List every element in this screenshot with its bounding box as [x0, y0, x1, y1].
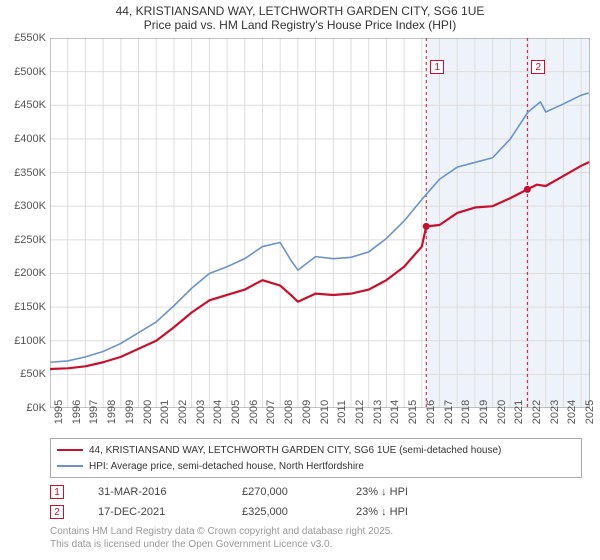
marker-table-row: 1 31-MAR-2016 £270,000 23% ↓ HPI [50, 482, 466, 502]
y-tick-label: £150K [2, 301, 46, 313]
marker-pct: 23% ↓ HPI [356, 486, 466, 498]
legend-box: 44, KRISTIANSAND WAY, LETCHWORTH GARDEN … [50, 438, 582, 478]
chart-area: £0K£50K£100K£150K£200K£250K£300K£350K£40… [50, 38, 590, 408]
footer-line1: Contains HM Land Registry data © Crown c… [50, 526, 393, 539]
y-tick-label: £450K [2, 99, 46, 111]
legend-label: 44, KRISTIANSAND WAY, LETCHWORTH GARDEN … [89, 445, 501, 456]
marker-table-row: 2 17-DEC-2021 £325,000 23% ↓ HPI [50, 502, 466, 522]
legend-row: 44, KRISTIANSAND WAY, LETCHWORTH GARDEN … [57, 442, 575, 458]
x-tick-label: 1995 [53, 400, 65, 424]
legend-label: HPI: Average price, semi-detached house,… [89, 461, 364, 472]
title-line1: 44, KRISTIANSAND WAY, LETCHWORTH GARDEN … [0, 4, 600, 18]
legend-swatch [57, 449, 83, 452]
x-tick-label: 2022 [531, 400, 543, 424]
x-tick-label: 2012 [354, 400, 366, 424]
x-tick-label: 2024 [566, 400, 578, 424]
x-tick-label: 2003 [195, 400, 207, 424]
marker-date: 31-MAR-2016 [98, 486, 218, 498]
x-tick-label: 2021 [513, 400, 525, 424]
marker-badge: 2 [50, 505, 64, 519]
chart-marker-badge: 1 [430, 60, 444, 74]
footer-line2: This data is licensed under the Open Gov… [50, 539, 393, 552]
x-tick-label: 2011 [336, 400, 348, 424]
x-tick-label: 2016 [425, 400, 437, 424]
x-tick-label: 2020 [496, 400, 508, 424]
y-tick-label: £200K [2, 267, 46, 279]
y-tick-label: £500K [2, 66, 46, 78]
y-tick-label: £350K [2, 167, 46, 179]
y-tick-label: £0K [2, 402, 46, 414]
chart-marker-badge: 2 [531, 60, 545, 74]
y-tick-label: £100K [2, 335, 46, 347]
x-tick-label: 2018 [460, 400, 472, 424]
x-tick-label: 1996 [71, 400, 83, 424]
x-tick-label: 2013 [372, 400, 384, 424]
x-tick-label: 2005 [230, 400, 242, 424]
x-tick-label: 2015 [407, 400, 419, 424]
y-tick-label: £50K [2, 368, 46, 380]
title-line2: Price paid vs. HM Land Registry's House … [0, 18, 600, 32]
marker-date: 17-DEC-2021 [98, 506, 218, 518]
marker-badge: 1 [50, 485, 64, 499]
marker-table: 1 31-MAR-2016 £270,000 23% ↓ HPI 2 17-DEC-202… [50, 482, 466, 522]
marker-pct: 23% ↓ HPI [356, 506, 466, 518]
title-block: 44, KRISTIANSAND WAY, LETCHWORTH GARDEN … [0, 0, 600, 34]
x-tick-label: 2017 [443, 400, 455, 424]
marker-price: £325,000 [242, 506, 332, 518]
x-tick-label: 2006 [248, 400, 260, 424]
x-tick-label: 2025 [584, 400, 596, 424]
marker-price: £270,000 [242, 486, 332, 498]
y-tick-label: £400K [2, 133, 46, 145]
plot-svg [50, 38, 590, 408]
legend-swatch [57, 465, 83, 467]
y-tick-label: £300K [2, 200, 46, 212]
x-tick-label: 2001 [159, 400, 171, 424]
x-tick-label: 1999 [124, 400, 136, 424]
x-tick-label: 2009 [301, 400, 313, 424]
y-tick-label: £550K [2, 32, 46, 44]
legend-row: HPI: Average price, semi-detached house,… [57, 458, 575, 474]
x-tick-label: 2004 [212, 400, 224, 424]
x-tick-label: 2023 [549, 400, 561, 424]
y-tick-label: £250K [2, 234, 46, 246]
x-tick-label: 2008 [283, 400, 295, 424]
footer-text: Contains HM Land Registry data © Crown c… [50, 526, 393, 551]
x-tick-label: 2010 [319, 400, 331, 424]
x-tick-label: 2002 [177, 400, 189, 424]
x-tick-label: 2007 [265, 400, 277, 424]
x-tick-label: 1997 [88, 400, 100, 424]
x-tick-label: 2000 [142, 400, 154, 424]
x-tick-label: 2019 [478, 400, 490, 424]
chart-container: 44, KRISTIANSAND WAY, LETCHWORTH GARDEN … [0, 0, 600, 560]
x-tick-label: 2014 [389, 400, 401, 424]
x-tick-label: 1998 [106, 400, 118, 424]
